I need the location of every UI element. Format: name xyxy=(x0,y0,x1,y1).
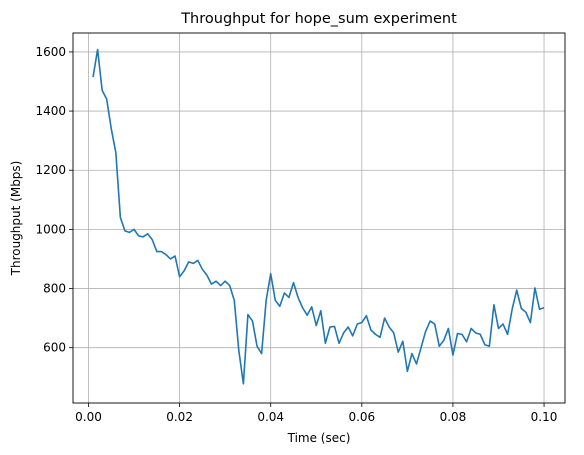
y-tick-label: 1000 xyxy=(35,222,66,236)
chart-title: Throughput for hope_sum experiment xyxy=(180,11,457,27)
x-tick-label: 0.06 xyxy=(348,410,375,424)
x-tick-label: 0.04 xyxy=(257,410,284,424)
data-points xyxy=(93,49,545,384)
x-axis-ticks: 0.00 0.02 0.04 0.06 0.08 0.10 xyxy=(75,403,557,424)
throughput-series-line xyxy=(92,48,545,385)
y-tick-label: 1400 xyxy=(35,104,66,118)
y-tick-label: 600 xyxy=(43,341,66,355)
y-tick-label: 800 xyxy=(43,282,66,296)
y-axis-ticks: 600 800 1000 1200 1400 1600 xyxy=(35,45,73,355)
x-tick-label: 0.08 xyxy=(440,410,467,424)
y-tick-label: 1600 xyxy=(35,45,66,59)
x-axis-label: Time (sec) xyxy=(287,431,351,445)
x-tick-label: 0.00 xyxy=(75,410,102,424)
x-tick-label: 0.10 xyxy=(531,410,558,424)
grid xyxy=(73,33,565,403)
y-tick-label: 1200 xyxy=(35,163,66,177)
plot-frame xyxy=(72,32,566,404)
y-axis-label: Throughput (Mbps) xyxy=(9,161,23,277)
x-tick-label: 0.02 xyxy=(166,410,193,424)
